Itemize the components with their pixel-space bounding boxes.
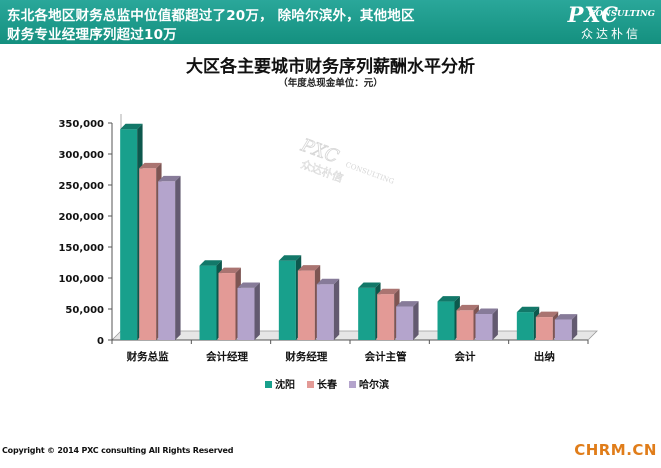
copyright-text: Copyright © 2014 PXC consulting All Righ…: [2, 446, 234, 455]
brand-chinese-name: 众达朴信: [580, 27, 641, 41]
bar-front: [297, 270, 315, 340]
bar-side: [492, 308, 498, 340]
bar-top: [316, 278, 340, 285]
y-tick-label: 150,000: [58, 243, 104, 254]
bar: [554, 314, 578, 340]
legend-item: 沈阳: [265, 378, 295, 391]
bar-top: [554, 314, 578, 320]
y-tick-label: 250,000: [58, 181, 104, 192]
bar-front: [158, 181, 176, 340]
bar-front: [316, 284, 334, 340]
x-tick-label: 会计经理: [206, 350, 248, 363]
bar-top: [218, 267, 241, 274]
bar-top: [475, 308, 498, 314]
x-tick-label: 出纳: [534, 350, 555, 363]
bar-front: [358, 287, 376, 340]
legend-label: 哈尔滨: [359, 378, 389, 391]
watermark-consulting: CONSULTING: [344, 161, 395, 186]
bar-side: [254, 282, 260, 340]
bar-front: [120, 129, 138, 340]
chart-title: 大区各主要城市财务序列薪酬水平分析: [186, 57, 475, 77]
bar-side: [333, 278, 340, 340]
bar-top: [199, 260, 222, 266]
bar-front: [139, 168, 157, 340]
bar-top: [535, 311, 559, 318]
chart-subtitle: （年度总现金单位：元）: [278, 78, 383, 89]
x-tick-label: 会计: [455, 350, 476, 363]
x-tick-label: 财务经理: [284, 350, 327, 363]
bar-top: [297, 265, 321, 271]
bar-front: [554, 319, 572, 340]
bar-front: [377, 294, 395, 340]
bar-front: [535, 317, 553, 340]
legend-item: 长春: [307, 378, 337, 391]
bar-top: [158, 175, 181, 182]
site-logo: CHRM.CN: [574, 441, 657, 459]
bar: [316, 278, 340, 340]
bar-front: [218, 273, 236, 340]
bar-top: [396, 301, 419, 307]
bar-top: [377, 288, 400, 295]
y-tick-label: 300,000: [58, 150, 104, 161]
brand-consulting: CONSULTING: [588, 9, 655, 19]
x-tick-label: 会计主管: [365, 350, 407, 363]
y-tick-label: 0: [97, 336, 104, 347]
bar: [475, 308, 498, 340]
bar-side: [175, 175, 181, 340]
bar-front: [456, 310, 474, 340]
bar-front: [475, 313, 493, 340]
legend-item: 哈尔滨: [349, 378, 389, 391]
x-tick-label: 财务总监: [126, 350, 169, 363]
legend-swatch: [349, 381, 356, 388]
bar-top: [120, 123, 143, 130]
bar-top: [358, 282, 381, 288]
header-line-1: 东北各地区财务总监中位值都超过了20万， 除哈尔滨外，其他地区: [7, 8, 415, 24]
bar-front: [396, 306, 414, 340]
bar-top: [516, 306, 540, 313]
y-tick-label: 350,000: [58, 119, 104, 130]
legend-swatch: [307, 381, 314, 388]
bar-top: [456, 304, 479, 311]
bar-top: [278, 255, 302, 261]
bar-top: [237, 282, 260, 288]
brand-name: PXC: [567, 2, 619, 27]
bar-side: [571, 314, 578, 340]
bar-front: [237, 287, 255, 340]
bar-front: [516, 312, 534, 340]
bar: [158, 175, 181, 340]
watermark-logo: PXC CONSULTING 众达朴信: [297, 134, 396, 186]
legend-label: 长春: [317, 378, 337, 391]
legend-swatch: [265, 381, 272, 388]
bar-front: [278, 260, 296, 340]
y-tick-label: 50,000: [65, 305, 104, 316]
y-tick-label: 100,000: [58, 274, 104, 285]
bar-front: [199, 265, 217, 340]
bar-top: [437, 296, 460, 302]
bar: [396, 301, 419, 340]
bar-top: [139, 162, 162, 169]
bar-side: [413, 301, 419, 340]
header-bar: 东北各地区财务总监中位值都超过了20万， 除哈尔滨外，其他地区 财务专业经理序列…: [0, 0, 661, 44]
bar-front: [437, 301, 455, 340]
bar-chart: PXC CONSULTING 众达朴信 0 50,000 100,000 150,00…: [58, 114, 598, 391]
header-line-2: 财务专业经理序列超过10万: [7, 27, 177, 43]
legend-label: 沈阳: [275, 378, 295, 391]
y-tick-label: 200,000: [58, 212, 104, 223]
bar: [237, 282, 260, 340]
brand-logo: PXC CONSULTING 众达朴信: [525, 2, 655, 42]
